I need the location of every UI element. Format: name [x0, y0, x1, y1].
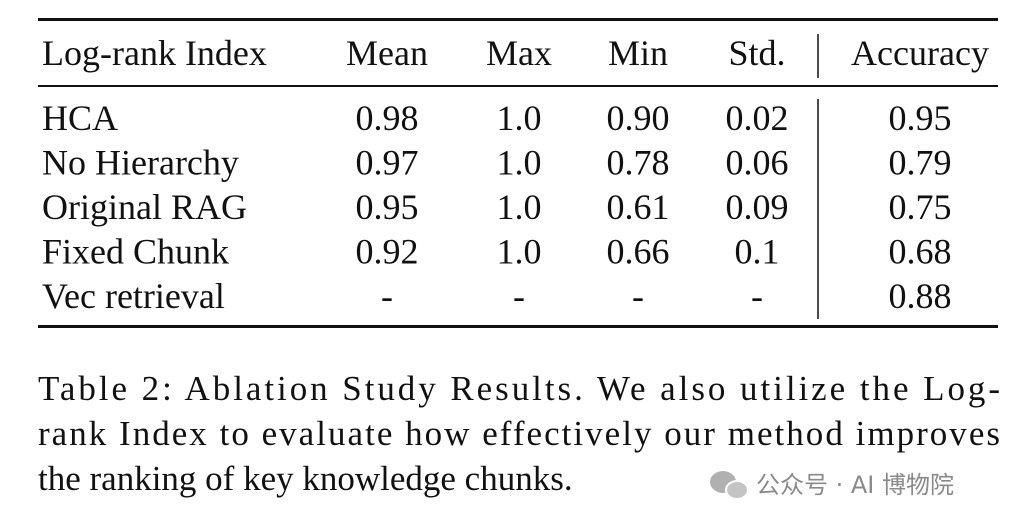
table-cell: 0.02	[726, 98, 789, 138]
table-cell: -	[632, 276, 644, 316]
table-cell: 1.0	[497, 232, 542, 272]
table-cell: 0.78	[607, 143, 670, 183]
top-rule	[38, 18, 998, 21]
table: Log-rank Index Mean Max Min Std. Accuracy HCA 0…	[42, 33, 989, 316]
row-label: No Hierarchy	[42, 143, 239, 183]
table-cell: 0.98	[356, 98, 419, 138]
table-cell: 0.1	[735, 232, 780, 272]
table-cell: 0.75	[889, 187, 952, 227]
table-cell: 0.97	[356, 143, 419, 183]
row-label: Fixed Chunk	[42, 232, 229, 272]
row-label: Vec retrieval	[42, 276, 225, 316]
caption-line: rank Index to evaluate how effectively o…	[38, 414, 1000, 453]
table-cell: 0.06	[726, 143, 789, 183]
header-cell: Accuracy	[851, 33, 989, 73]
table-cell: 0.90	[607, 98, 670, 138]
table-cell: 0.95	[356, 187, 419, 227]
row-label: HCA	[42, 98, 118, 138]
mid-rule	[38, 85, 998, 87]
wechat-icon	[710, 471, 749, 500]
table-cell: 0.88	[889, 276, 952, 316]
table-cell: 0.95	[889, 98, 952, 138]
header-cell: Std.	[728, 33, 785, 73]
table-cell: 1.0	[497, 98, 542, 138]
table-cell: 1.0	[497, 143, 542, 183]
table-cell: 0.92	[356, 232, 419, 272]
header-cell: Log-rank Index	[42, 33, 267, 73]
caption-line: Table 2: Ablation Study Results. We also…	[38, 369, 1000, 408]
table-cell: 0.68	[889, 232, 952, 272]
caption-line: the ranking of key knowledge chunks.	[38, 459, 573, 498]
table-cell: -	[513, 276, 525, 316]
header-cell: Mean	[346, 33, 428, 73]
table-cell: 1.0	[497, 187, 542, 227]
table-cell: 0.79	[889, 143, 952, 183]
watermark: 公众号 · AI 博物院	[756, 471, 954, 499]
table-cell: -	[381, 276, 393, 316]
header-cell: Min	[608, 33, 668, 73]
row-label: Original RAG	[42, 187, 247, 227]
table-cell: -	[751, 276, 763, 316]
table-cell: 0.61	[607, 187, 670, 227]
table-cell: 0.66	[607, 232, 670, 272]
header-cell: Max	[486, 33, 552, 73]
table-cell: 0.09	[726, 187, 789, 227]
bottom-rule	[38, 325, 998, 328]
